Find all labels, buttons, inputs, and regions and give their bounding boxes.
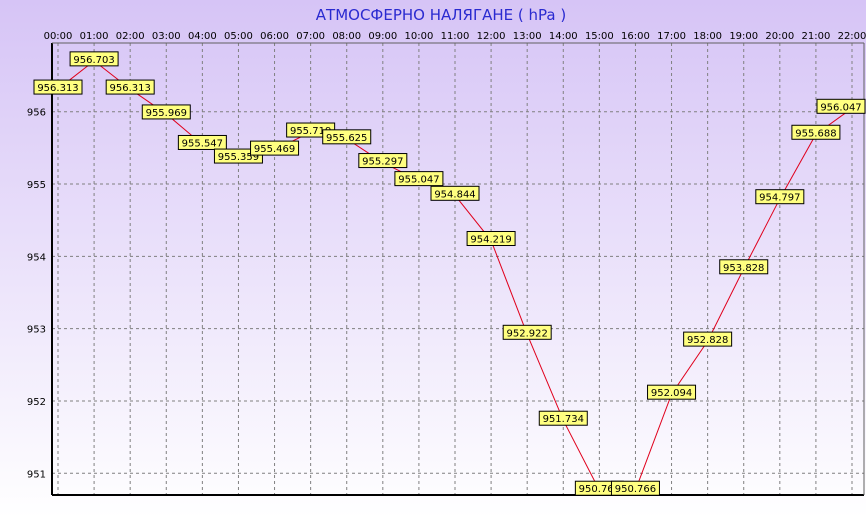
x-tick-label: 08:00 <box>332 31 361 42</box>
x-tick-label: 17:00 <box>657 31 686 42</box>
data-label-box <box>466 231 516 247</box>
data-label-text: 955.719 <box>290 126 331 137</box>
data-label-box <box>430 185 480 201</box>
y-tick-label: 953 <box>27 325 46 336</box>
data-label-text: 954.219 <box>470 235 511 246</box>
data-label-text: 952.828 <box>687 335 728 346</box>
y-tick-label: 951 <box>27 469 46 480</box>
y-tick-label: 952 <box>27 397 46 408</box>
x-tick-label: 10:00 <box>404 31 433 42</box>
x-tick-label: 09:00 <box>368 31 397 42</box>
data-label-box <box>394 171 444 187</box>
data-label-box <box>502 324 552 340</box>
data-label-text: 954.844 <box>434 189 475 200</box>
x-tick-label: 06:00 <box>260 31 289 42</box>
data-label-box <box>250 140 300 156</box>
data-label-text: 955.297 <box>362 157 403 168</box>
data-label: 956.313 <box>105 79 155 95</box>
data-label: 950.766 <box>610 480 660 496</box>
data-label-text: 951.734 <box>543 414 584 425</box>
data-label-box <box>141 104 191 120</box>
data-label-text: 955.469 <box>254 144 295 155</box>
y-tick-label: 956 <box>27 108 46 119</box>
y-tick-label: 954 <box>27 252 46 263</box>
data-label-box <box>791 124 841 140</box>
data-label-text: 956.313 <box>110 83 151 94</box>
x-tick-label: 07:00 <box>296 31 325 42</box>
data-label: 955.969 <box>141 104 191 120</box>
data-label-text: 955.688 <box>795 128 836 139</box>
data-label: 955.047 <box>394 171 444 187</box>
data-label: 953.828 <box>719 259 769 275</box>
data-label-box <box>647 384 697 400</box>
data-label: 955.469 <box>250 140 300 156</box>
x-tick-label: 03:00 <box>152 31 181 42</box>
data-label: 954.219 <box>466 231 516 247</box>
data-label-text: 956.313 <box>37 83 78 94</box>
data-label-box <box>358 153 408 169</box>
data-label-box <box>33 79 83 95</box>
data-label-box <box>719 259 769 275</box>
data-label: 955.625 <box>322 129 372 145</box>
data-label-text: 953.828 <box>723 263 764 274</box>
x-tick-label: 11:00 <box>441 31 470 42</box>
x-tick-label: 14:00 <box>549 31 578 42</box>
x-tick-label: 02:00 <box>116 31 145 42</box>
data-label-text: 955.625 <box>326 133 367 144</box>
data-label-box <box>177 134 227 150</box>
x-tick-label: 19:00 <box>729 31 758 42</box>
data-label-text: 955.969 <box>146 108 187 119</box>
data-label-box <box>610 480 660 496</box>
x-tick-label: 20:00 <box>765 31 794 42</box>
x-tick-label: 16:00 <box>621 31 650 42</box>
data-label: 955.547 <box>177 134 227 150</box>
y-tick-label: 955 <box>27 180 46 191</box>
data-label: 952.094 <box>647 384 697 400</box>
x-tick-label: 01:00 <box>80 31 109 42</box>
data-label-box <box>816 98 866 114</box>
data-label-text: 950.766 <box>615 484 656 495</box>
x-tick-label: 13:00 <box>513 31 542 42</box>
data-label-text: 955.547 <box>182 138 223 149</box>
x-tick-label: 12:00 <box>477 31 506 42</box>
data-label: 952.828 <box>683 331 733 347</box>
data-label-box <box>538 410 588 426</box>
data-labels: 956.313 956.703 956.313 955.969 955.547 955.3… <box>33 51 866 496</box>
data-label-text: 955.047 <box>398 175 439 186</box>
data-label-box <box>755 189 805 205</box>
data-label: 952.922 <box>502 324 552 340</box>
x-tick-label: 00:00 <box>44 31 73 42</box>
x-tick-label: 21:00 <box>801 31 830 42</box>
data-label-text: 956.703 <box>73 55 114 66</box>
data-label: 956.703 <box>69 51 119 67</box>
x-tick-label: 18:00 <box>693 31 722 42</box>
x-tick-label: 15:00 <box>585 31 614 42</box>
data-label-box <box>322 129 372 145</box>
data-label-box <box>105 79 155 95</box>
data-label: 956.047 <box>816 98 866 114</box>
data-label: 951.734 <box>538 410 588 426</box>
axes: 00:00 01:00 02:00 03:00 04:00 05:00 06:00 07:00… <box>27 31 866 496</box>
data-label-text: 952.922 <box>507 328 548 339</box>
x-tick-label: 22:00 <box>838 31 866 42</box>
data-label-box <box>683 331 733 347</box>
data-label: 954.797 <box>755 189 805 205</box>
data-label: 955.688 <box>791 124 841 140</box>
data-label-text: 950.766 <box>579 484 620 495</box>
data-label: 956.313 <box>33 79 83 95</box>
data-label-text: 954.797 <box>759 193 800 204</box>
data-label-text: 956.047 <box>820 102 861 113</box>
data-label-box <box>69 51 119 67</box>
data-label: 955.297 <box>358 153 408 169</box>
chart-title: АТМОСФЕРНО НАЛЯГАНЕ ( hPa ) <box>316 6 566 24</box>
data-label-text: 955.359 <box>218 152 259 163</box>
x-tick-label: 05:00 <box>224 31 253 42</box>
x-tick-label: 04:00 <box>188 31 217 42</box>
data-label: 954.844 <box>430 185 480 201</box>
data-label-text: 952.094 <box>651 388 692 399</box>
